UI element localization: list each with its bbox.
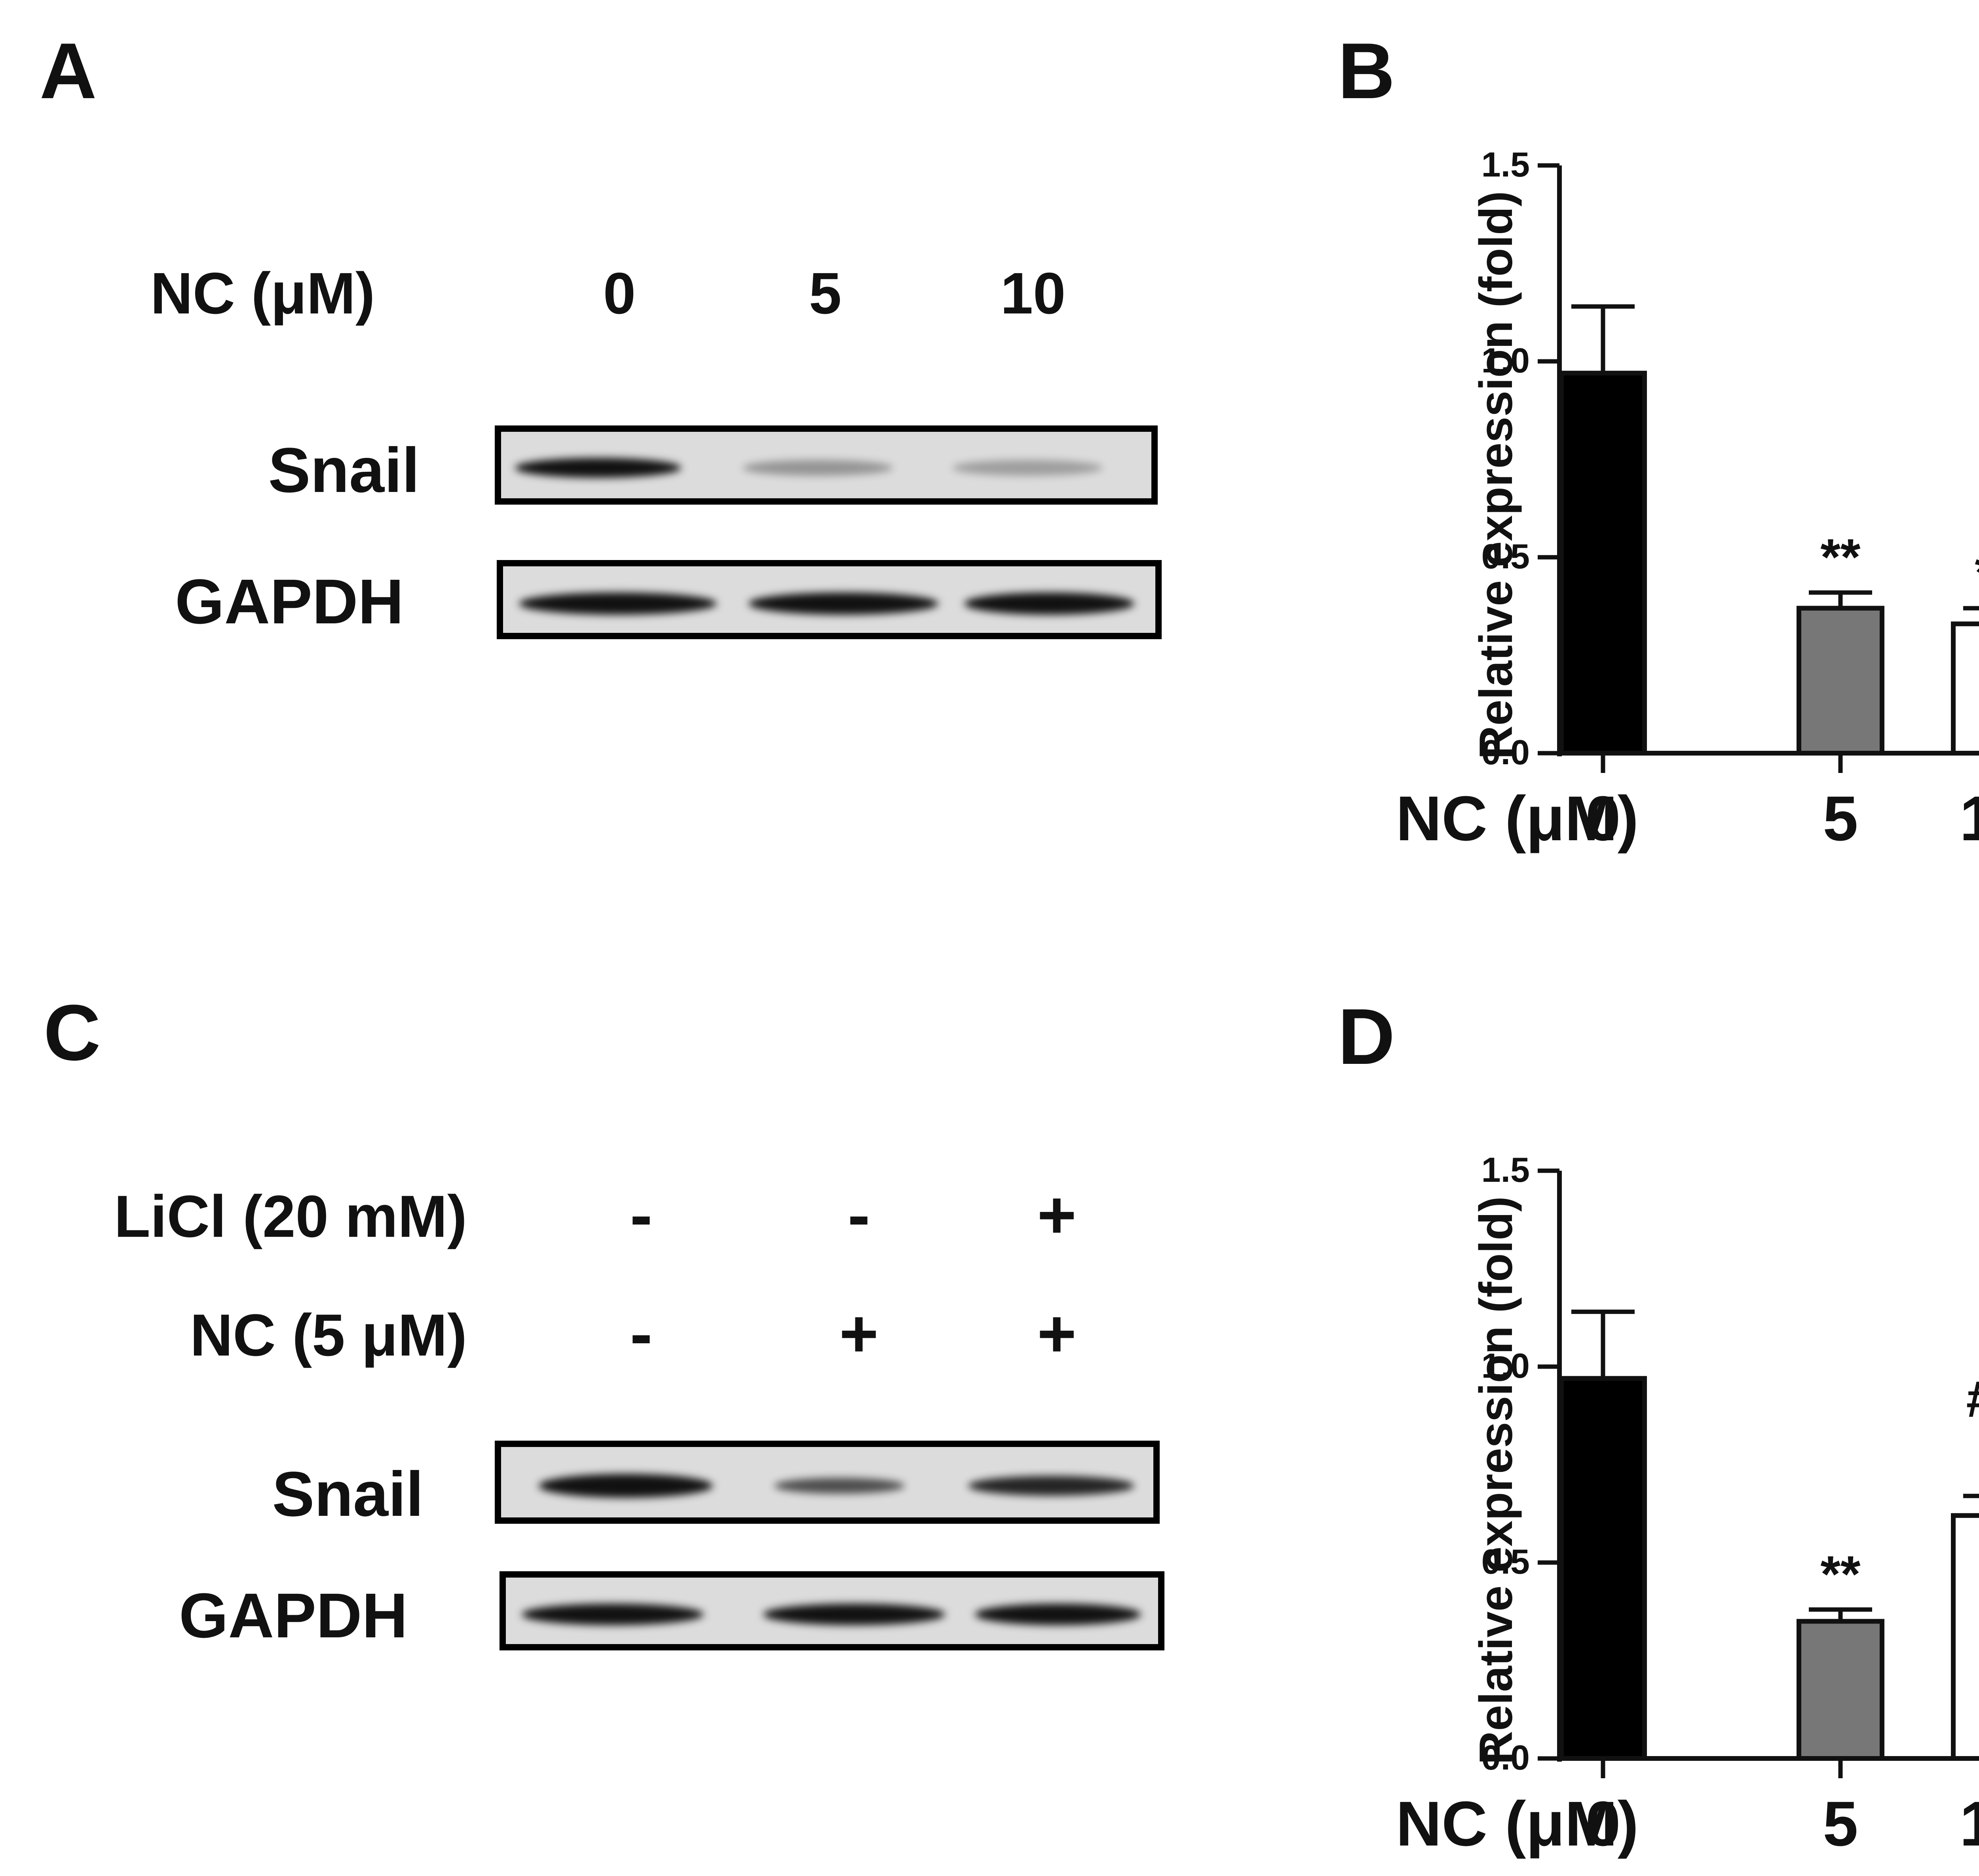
panel-a-snail-label: Snail xyxy=(268,435,420,505)
band xyxy=(515,458,681,478)
band xyxy=(763,1604,945,1625)
panel-c-gapdh-blot xyxy=(499,1571,1164,1650)
bar xyxy=(1559,1376,1647,1761)
y-tick-label: 0.0 xyxy=(1481,733,1530,772)
panel-c-licl-1: - xyxy=(847,1177,870,1253)
panel-c-licl-2: + xyxy=(1037,1177,1077,1253)
panel-a-gapdh-blot xyxy=(497,560,1162,639)
band xyxy=(519,592,717,615)
band xyxy=(522,1604,704,1625)
panel-c-gapdh-label: GAPDH xyxy=(179,1580,408,1651)
panel-c-snail-blot xyxy=(495,1441,1160,1524)
panel-a-nc-label: NC (μM) xyxy=(150,261,375,326)
band xyxy=(964,592,1134,615)
panel-a-lane-0: 0 xyxy=(603,261,636,326)
band xyxy=(748,592,938,615)
panel-c-licl-label: LiCl (20 mM) xyxy=(114,1183,467,1249)
bar xyxy=(1559,370,1647,756)
y-axis-label: Relative expression (fold) xyxy=(1470,1196,1522,1764)
panel-d-chart: 0.0 0.5 1.0 1.5 Relative expression (fold) 0 5… xyxy=(1396,1150,1979,1859)
panel-d-letter: D xyxy=(1338,993,1395,1081)
x-tick-label: 0 xyxy=(1586,783,1621,854)
panel-c-nc-2: + xyxy=(1037,1296,1077,1371)
panel-c-letter: C xyxy=(44,989,101,1077)
bar xyxy=(1951,1513,1979,1761)
y-tick-label: 1.5 xyxy=(1481,1150,1530,1189)
panel-a-snail-blot xyxy=(495,425,1158,505)
x-tick-label: 0 xyxy=(1586,1788,1621,1859)
panel-c-nc-label: NC (5 μM) xyxy=(190,1302,467,1368)
band xyxy=(774,1478,905,1494)
panel-c-nc-0: - xyxy=(630,1296,653,1371)
panel-b-letter: B xyxy=(1338,27,1395,115)
panel-a-letter: A xyxy=(40,27,97,115)
panel-a-lane-5: 5 xyxy=(809,261,842,326)
y-tick-label: 0.0 xyxy=(1481,1738,1530,1777)
y-tick-label: 1.0 xyxy=(1481,1346,1530,1385)
significance-label: ** xyxy=(1820,528,1861,586)
panel-a-gapdh-label: GAPDH xyxy=(175,566,404,637)
y-tick-label: 1.5 xyxy=(1481,145,1530,184)
y-axis-label: Relative expression (fold) xyxy=(1470,191,1522,759)
y-tick-label: 1.0 xyxy=(1481,341,1530,380)
band xyxy=(952,460,1103,476)
x-tick-label: 5 xyxy=(1823,783,1858,854)
x-tick-label: 10 xyxy=(1960,783,1979,854)
significance-label: ** xyxy=(1820,1545,1861,1603)
panel-b-chart: 0.0 0.5 1.0 1.5 Relative expression (fold) 0 5… xyxy=(1396,145,1979,854)
panel-c-licl-0: - xyxy=(630,1177,653,1253)
band xyxy=(975,1604,1141,1625)
significance-label: ## xyxy=(1966,1370,1979,1428)
y-tick-label: 0.5 xyxy=(1481,537,1530,576)
x-tick-label: 5 xyxy=(1823,1788,1858,1859)
significance-label: ** xyxy=(1975,544,1979,602)
band xyxy=(539,1474,713,1498)
y-tick-label: 0.5 xyxy=(1481,1542,1530,1581)
x-tick-label: 10 xyxy=(1960,1788,1979,1859)
x-axis-label: NC (μM) xyxy=(1396,1788,1639,1859)
bar xyxy=(1951,621,1979,756)
bar xyxy=(1797,606,1884,756)
panel-c-snail-label: Snail xyxy=(272,1458,424,1529)
band xyxy=(968,1476,1134,1496)
bar xyxy=(1797,1619,1884,1761)
panel-a-lane-10: 10 xyxy=(1000,261,1066,326)
panel-c-nc-1: + xyxy=(839,1296,879,1371)
x-axis-label: NC (μM) xyxy=(1396,783,1639,854)
band xyxy=(743,460,893,476)
